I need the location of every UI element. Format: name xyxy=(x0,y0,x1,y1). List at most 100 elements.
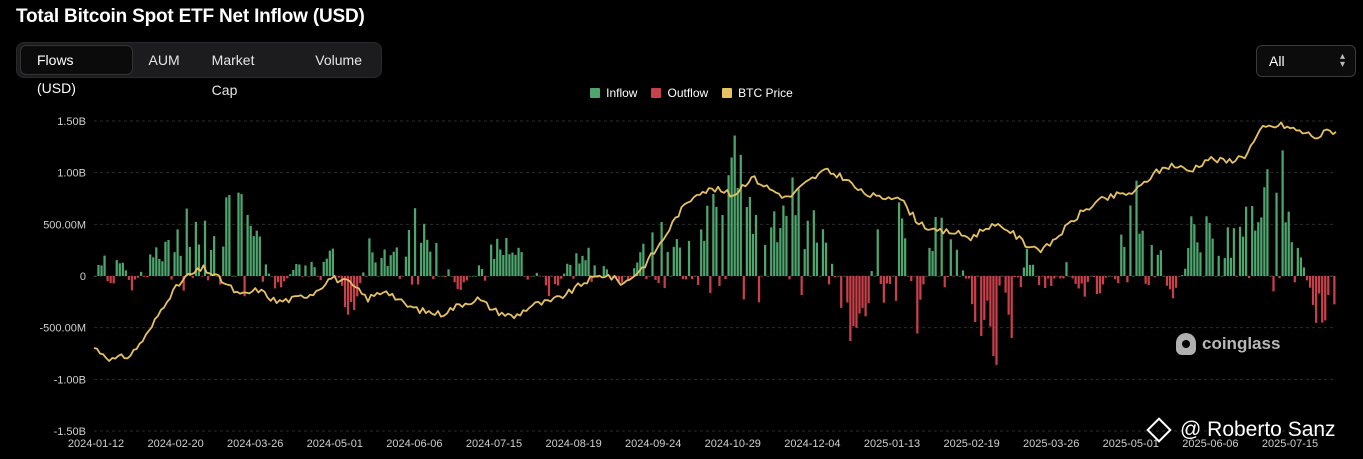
outflow-bar xyxy=(432,276,435,279)
tab-volume[interactable]: Volume xyxy=(315,52,362,68)
inflow-bar xyxy=(666,251,669,276)
outflow-bar xyxy=(343,276,347,308)
legend-inflow[interactable]: Inflow xyxy=(570,86,637,100)
inflow-bar xyxy=(520,252,523,276)
inflow-bar xyxy=(395,247,398,276)
inflow-bar xyxy=(517,247,520,276)
inflow-bar xyxy=(325,258,328,276)
inflow-bar xyxy=(203,220,207,276)
y-tick-label: 1.50B xyxy=(57,116,86,128)
inflow-bar xyxy=(1141,230,1144,276)
x-tick-label: 2024-07-15 xyxy=(466,438,522,450)
outflow-bar xyxy=(1305,276,1309,281)
time-range-select[interactable]: All ▴ ▾ xyxy=(1256,45,1356,77)
inflow-bar xyxy=(490,244,493,276)
inflow-bar xyxy=(441,276,444,277)
outflow-bar xyxy=(946,276,949,278)
outflow-bar xyxy=(590,276,593,282)
inflow-bar xyxy=(575,253,578,276)
inflow-bar xyxy=(310,261,313,276)
x-tick-label: 2024-09-24 xyxy=(625,438,681,450)
outflow-bar xyxy=(483,276,487,281)
y-tick-label: 500.00M xyxy=(43,219,86,231)
inflow-bar xyxy=(700,229,703,276)
inflow-bar xyxy=(404,256,408,276)
inflow-bar xyxy=(413,208,417,276)
tab-flows[interactable]: Flows (USD) xyxy=(20,45,133,96)
inflow-bar xyxy=(721,214,724,276)
legend-btc-price[interactable]: BTC Price xyxy=(722,86,793,100)
outflow-bar xyxy=(1019,276,1022,288)
tab-market-cap[interactable]: Market Cap xyxy=(211,52,255,98)
inflow-bar xyxy=(237,192,240,276)
outflow-bar xyxy=(170,276,173,280)
outflow-bar xyxy=(133,276,137,280)
inflow-bar xyxy=(407,230,411,276)
x-tick-label: 2025-05-01 xyxy=(1103,438,1159,450)
outflow-bar xyxy=(1004,276,1007,293)
inflow-bar xyxy=(550,276,554,277)
inflow-bar xyxy=(240,194,243,276)
outflow-bar xyxy=(995,276,998,365)
outflow-bar xyxy=(353,276,356,311)
inflow-bar xyxy=(100,265,103,276)
inflow-bar xyxy=(764,244,767,276)
inflow-bar xyxy=(1257,222,1260,276)
inflow-bar xyxy=(1266,169,1269,276)
outflow-bar xyxy=(1010,276,1013,339)
outflow-bar xyxy=(416,276,420,285)
inflow-bar xyxy=(298,264,301,276)
inflow-bar xyxy=(94,276,97,277)
inflow-bar xyxy=(1120,234,1123,276)
y-tick-label: 0 xyxy=(80,271,86,283)
tab-aum[interactable]: AUM xyxy=(148,52,180,68)
inflow-bar xyxy=(636,262,639,276)
inflow-bar xyxy=(1214,276,1217,277)
inflow-bar xyxy=(1089,276,1092,277)
legend-outflow[interactable]: Outflow xyxy=(651,86,708,100)
x-tick-label: 2025-07-15 xyxy=(1262,438,1318,450)
legend-inflow-swatch xyxy=(590,88,601,98)
outflow-bar xyxy=(922,276,925,285)
outflow-bar xyxy=(630,276,633,277)
inflow-bar xyxy=(511,252,514,276)
inflow-bar xyxy=(1111,276,1114,277)
x-tick-label: 2024-12-04 xyxy=(784,438,840,450)
inflow-bar xyxy=(837,276,840,277)
inflow-bar xyxy=(715,206,718,276)
inflow-bar xyxy=(1251,205,1254,276)
outflow-bar xyxy=(998,276,1001,286)
outflow-bar xyxy=(1165,276,1169,286)
outflow-bar xyxy=(1318,276,1321,294)
chart-mode-tabs: Flows (USD) AUM Market Cap Volume xyxy=(16,42,382,98)
outflow-bar xyxy=(1101,276,1105,285)
outflow-bar xyxy=(1104,276,1108,278)
inflow-bar xyxy=(532,276,535,277)
outflow-bar xyxy=(191,276,194,278)
inflow-bar xyxy=(423,223,426,276)
outflow-bar xyxy=(827,276,831,285)
inflow-bar xyxy=(1260,217,1263,276)
inflow-bar xyxy=(904,238,907,276)
author-credit-text: @ Roberto Sanz xyxy=(1180,418,1336,441)
inflow-bar xyxy=(748,196,752,276)
inflow-bar xyxy=(1178,276,1181,277)
inflow-bar xyxy=(179,255,182,276)
inflow-bar xyxy=(386,265,389,276)
inflow-bar xyxy=(1211,238,1214,276)
outflow-bar xyxy=(453,276,456,283)
x-tick-label: 2024-10-29 xyxy=(705,438,761,450)
legend-outflow-swatch xyxy=(651,88,662,98)
outflow-bar xyxy=(627,276,630,281)
outflow-bar xyxy=(1007,276,1010,315)
inflow-bar xyxy=(1132,276,1135,277)
outflow-bar xyxy=(1013,276,1016,278)
outflow-bar xyxy=(910,276,913,282)
inflow-bar xyxy=(480,268,484,276)
inflow-bar xyxy=(1296,247,1299,276)
inflow-bar xyxy=(295,263,298,276)
inflow-bar xyxy=(1031,264,1035,276)
outflow-bar xyxy=(663,276,666,289)
outflow-bar xyxy=(1327,276,1330,295)
